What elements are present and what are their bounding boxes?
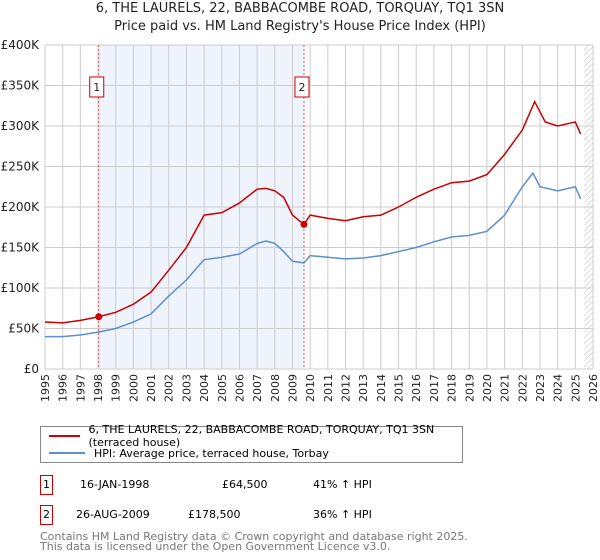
x-tick-label: 2026 [587,374,600,402]
x-tick-label: 2022 [516,374,529,402]
x-tick-label: 2019 [463,374,476,402]
y-tick-label: £300K [1,119,41,133]
sale-label: 1 [93,81,100,94]
series-line [45,171,582,338]
y-tick-label: £350K [1,79,41,93]
x-tick-label: 1998 [92,374,105,402]
x-tick-label: 2000 [127,374,140,402]
x-tick-label: 2008 [269,374,282,402]
footer-licence: This data is licensed under the Open Gov… [40,540,391,553]
sale-price: £178,500 [188,508,241,521]
legend-swatch-hpi [49,452,85,454]
y-tick-label: £400K [1,38,41,52]
legend-item-property: 6, THE LAURELS, 22, BABBACOMBE ROAD, TOR… [49,423,462,449]
sale-row-2: 2 26-AUG-2009 £178,500 36% ↑ HPI [40,505,440,525]
x-tick-label: 1995 [39,374,52,402]
chart-title: 6, THE LAURELS, 22, BABBACOMBE ROAD, TOR… [95,1,505,16]
sale-price: £64,500 [222,478,268,491]
sale-label-box [294,76,310,98]
legend-label-hpi: HPI: Average price, terraced house, Torb… [94,446,329,460]
y-tick-label: £150K [1,241,41,255]
x-tick-label: 2025 [569,374,582,402]
y-tick-label: £50K [8,322,40,336]
x-tick-label: 2010 [304,374,317,402]
sale-hpi: 36% ↑ HPI [313,508,372,521]
x-tick-label: 2001 [145,374,158,402]
x-tick-label: 2004 [198,374,211,402]
x-tick-label: 2011 [322,374,335,402]
x-tick-label: 2014 [375,374,388,402]
y-tick-label: £0 [24,362,39,376]
legend-item-hpi: HPI: Average price, terraced house, Torb… [49,445,329,461]
sale-badge: 2 [40,505,53,525]
x-tick-label: 2018 [446,374,459,402]
x-tick-label: 2021 [499,374,512,402]
y-tick-label: £100K [1,281,41,295]
x-tick-label: 2024 [552,374,565,402]
price-chart: 1995 1996 1997 1998 1999 2000 2001 2002 2003 2004… [1,38,600,402]
series-line [44,99,582,324]
x-tick-label: 2020 [481,374,494,402]
sale-label-box [89,76,105,98]
sale-point [300,220,308,228]
x-tick-label: 1999 [110,374,123,402]
x-tick-label: 2002 [163,374,176,402]
sale-label: 2 [298,81,305,94]
sale-date: 16-JAN-1998 [80,478,150,491]
x-tick-label: 1997 [74,374,87,402]
y-tick-label: £250K [1,160,41,174]
sale-point [95,313,103,321]
x-tick-label: 2012 [340,374,353,402]
legend-swatch-property [49,435,80,437]
y-tick-label: £200K [1,200,41,214]
sale-hpi: 41% ↑ HPI [313,478,372,491]
legend: 6, THE LAURELS, 22, BABBACOMBE ROAD, TOR… [40,423,463,463]
x-tick-label: 2015 [393,374,406,402]
sale-row-1: 1 16-JAN-1998 £64,500 41% ↑ HPI [40,475,440,495]
chart-subtitle: Price paid vs. HM Land Registry's House … [114,19,486,34]
x-tick-label: 2013 [357,374,370,402]
sale-badge: 1 [40,475,53,495]
sale-date: 26-AUG-2009 [76,508,150,521]
x-tick-label: 2009 [286,374,299,402]
x-tick-label: 2007 [251,374,264,402]
x-tick-label: 2023 [534,374,547,402]
x-tick-label: 2003 [180,374,193,402]
x-tick-label: 2017 [428,374,441,402]
footer-copyright: Contains HM Land Registry data © Crown c… [40,530,468,543]
x-tick-label: 2006 [233,374,246,402]
legend-label-property: 6, THE LAURELS, 22, BABBACOMBE ROAD, TOR… [88,423,435,449]
x-tick-label: 2016 [410,374,423,402]
x-tick-label: 2005 [216,374,229,402]
x-tick-label: 1996 [57,374,70,402]
